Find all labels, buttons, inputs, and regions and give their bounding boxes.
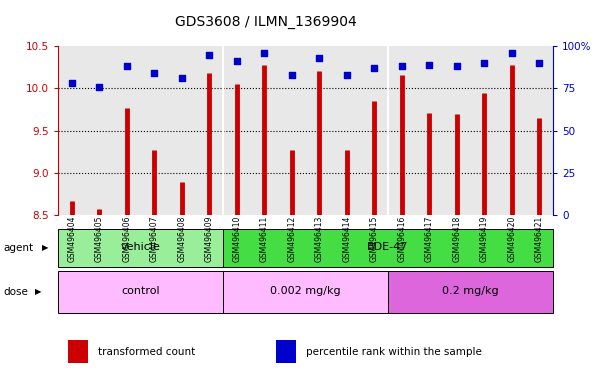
Text: GSM496409: GSM496409 — [205, 216, 214, 262]
Text: 0.002 mg/kg: 0.002 mg/kg — [270, 286, 341, 296]
Point — [67, 80, 77, 86]
Point — [232, 58, 242, 65]
Text: GSM496417: GSM496417 — [425, 216, 434, 262]
Bar — [388, 271, 553, 313]
Point — [397, 63, 407, 70]
Point — [369, 65, 379, 71]
Bar — [223, 229, 553, 267]
Point — [287, 72, 297, 78]
Point — [507, 50, 517, 56]
Text: GSM496412: GSM496412 — [287, 216, 296, 262]
Bar — [223, 271, 388, 313]
Text: 0.2 mg/kg: 0.2 mg/kg — [442, 286, 499, 296]
Point — [149, 70, 159, 76]
Point — [534, 60, 544, 66]
Text: GSM496404: GSM496404 — [67, 216, 76, 262]
Text: GSM496420: GSM496420 — [507, 216, 516, 262]
Text: GSM496413: GSM496413 — [315, 216, 324, 262]
Text: ▶: ▶ — [42, 243, 48, 252]
Bar — [276, 340, 296, 362]
Text: BDE-47: BDE-47 — [367, 242, 409, 252]
Text: GSM496414: GSM496414 — [342, 216, 351, 262]
Text: GDS3608 / ILMN_1369904: GDS3608 / ILMN_1369904 — [175, 15, 357, 29]
Text: GSM496408: GSM496408 — [177, 216, 186, 262]
Text: control: control — [121, 286, 160, 296]
Text: vehicle: vehicle — [120, 242, 161, 252]
Text: GSM496406: GSM496406 — [122, 216, 131, 262]
Point — [259, 50, 269, 56]
Point — [342, 72, 352, 78]
Point — [452, 63, 462, 70]
Text: ▶: ▶ — [35, 287, 42, 296]
Point — [177, 75, 187, 81]
Point — [122, 63, 132, 70]
Point — [424, 61, 434, 68]
Bar — [58, 229, 223, 267]
Text: agent: agent — [3, 243, 33, 253]
Point — [95, 84, 104, 90]
Text: GSM496419: GSM496419 — [480, 216, 489, 262]
Text: GSM496407: GSM496407 — [150, 216, 159, 262]
Text: GSM496410: GSM496410 — [232, 216, 241, 262]
Bar — [58, 271, 223, 313]
Point — [315, 55, 324, 61]
Point — [480, 60, 489, 66]
Bar — [68, 340, 88, 362]
Text: dose: dose — [3, 287, 28, 297]
Point — [204, 51, 214, 58]
Text: GSM496416: GSM496416 — [397, 216, 406, 262]
Text: GSM496421: GSM496421 — [535, 216, 544, 262]
Text: transformed count: transformed count — [98, 347, 195, 357]
Text: GSM496418: GSM496418 — [452, 216, 461, 262]
Text: percentile rank within the sample: percentile rank within the sample — [306, 347, 481, 357]
Text: GSM496411: GSM496411 — [260, 216, 269, 262]
Text: GSM496405: GSM496405 — [95, 216, 104, 262]
Text: GSM496415: GSM496415 — [370, 216, 379, 262]
